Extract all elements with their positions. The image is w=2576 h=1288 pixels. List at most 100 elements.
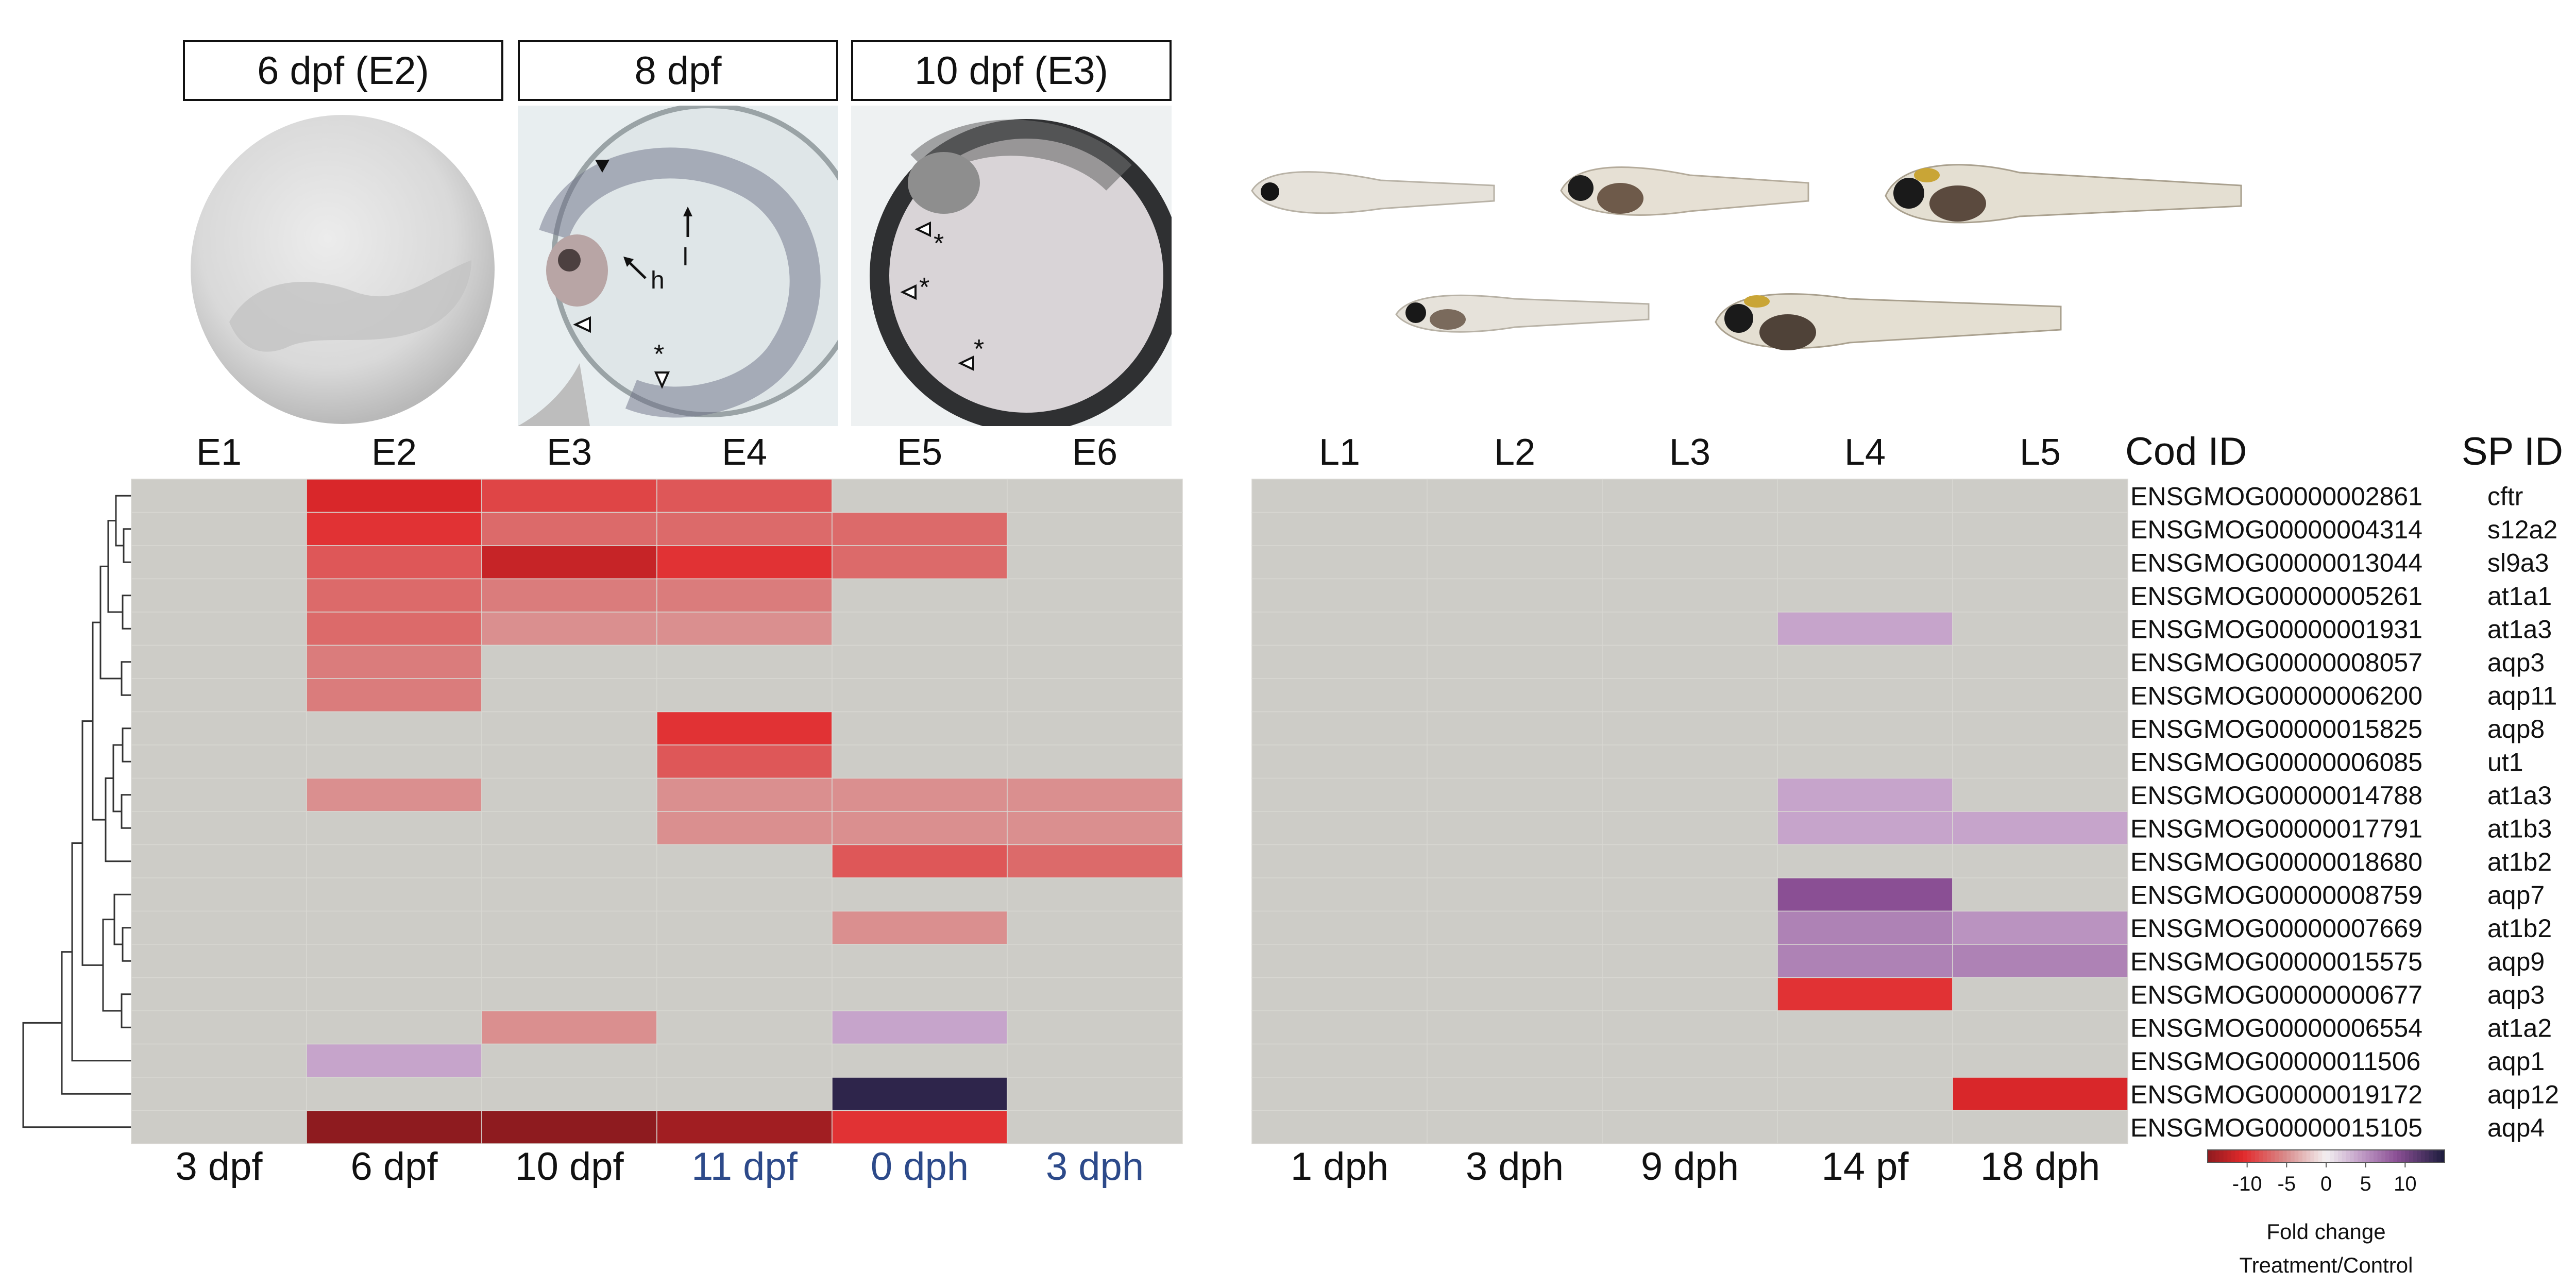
heatmap-larva-cell [1952, 777, 2128, 812]
legend-color-step [2405, 1150, 2410, 1162]
gene-symbol-label: at1a3 [2487, 615, 2552, 643]
heatmap-larva-cell [1777, 1110, 1953, 1144]
heatmap-embryo-cell [832, 545, 1008, 580]
heatmap-embryo-cell [481, 977, 657, 1011]
legend-color-step [2330, 1150, 2334, 1162]
heatmap-larva-cell [1602, 645, 1778, 679]
gene-id-label: ENSGMOG00000004314 [2130, 515, 2422, 544]
legend-color-step [2208, 1150, 2212, 1162]
row-header-cod-id: Cod ID [2125, 430, 2247, 473]
heatmap-embryo-cell [131, 578, 307, 613]
gene-id-label: ENSGMOG00000019172 [2130, 1080, 2422, 1109]
dendrogram-branch [121, 661, 131, 696]
legend-color-step [2369, 1150, 2374, 1162]
heatmap-embryo-cell [1007, 612, 1183, 646]
heatmap-embryo-cell [656, 645, 833, 679]
legend-tick-label: 5 [2360, 1173, 2371, 1195]
row-header-sp-id: SP ID [2462, 430, 2563, 473]
dendrogram [22, 495, 131, 1128]
heatmap-larva-cell [1602, 977, 1778, 1011]
dendrogram-branch [105, 777, 131, 862]
heatmap-embryo-cell [306, 612, 482, 646]
heatmap-embryo-cell [306, 944, 482, 978]
legend-color-step [2338, 1150, 2343, 1162]
legend-color-step [2417, 1150, 2421, 1162]
heatmap-embryo-cell [656, 777, 833, 812]
heatmap-embryo-cell [306, 1110, 482, 1144]
gene-id-label: ENSGMOG00000014788 [2130, 781, 2422, 810]
heatmap-larva-cell [1602, 678, 1778, 713]
heatmap-larva-cell [1251, 844, 1428, 878]
heatmap-larva-cell [1251, 944, 1428, 978]
heatmap-embryo-cell [832, 1043, 1008, 1078]
heatmap-embryo-cell [131, 777, 307, 812]
heatmap-embryo-cell [131, 645, 307, 679]
heatmap-larva-cell [1427, 844, 1603, 878]
heatmap-larva-cell [1251, 1010, 1428, 1045]
gene-symbol-label: at1a2 [2487, 1013, 2552, 1042]
heatmap-embryo-cell [481, 545, 657, 580]
heatmap-larva-cell [1251, 512, 1428, 546]
heatmap-embryo-cell [1007, 811, 1183, 845]
heatmap-larva: L1 L2 L3 L4 L5 1 dph 3 dph 9 dph 14 pf 18 dph [1251, 432, 2128, 1189]
heatmap-larva-cell [1602, 1010, 1778, 1045]
heatmap-larva-cell [1602, 1043, 1778, 1078]
dendrogram-branch [22, 1022, 131, 1128]
legend-color-step [2227, 1150, 2232, 1162]
heatmap-embryo-cell [481, 910, 657, 945]
heatmap-embryo-cell [306, 1077, 482, 1111]
heatmap-embryo-cell [832, 711, 1008, 745]
heatmap-embryo-cell [131, 977, 307, 1011]
heatmap-embryo-cell [1007, 512, 1183, 546]
heatmap-embryo-cell [1007, 977, 1183, 1011]
legend-color-step [2425, 1150, 2429, 1162]
heatmap-embryo-cell [306, 645, 482, 679]
gene-id-label: ENSGMOG00000000677 [2130, 980, 2422, 1009]
heatmap-larva-cell [1602, 545, 1778, 580]
heatmap-larva-cell [1952, 944, 2128, 978]
heatmap-embryo-cell [481, 1010, 657, 1045]
column-label: E5 [897, 432, 942, 473]
heatmap-embryo-cell [131, 1077, 307, 1111]
legend-color-step [2322, 1150, 2327, 1162]
legend-color-step [2279, 1150, 2283, 1162]
bottom-age-label: 18 dph [1980, 1145, 2100, 1189]
legend-color-step [2413, 1150, 2417, 1162]
heatmap-embryo-cell [832, 744, 1008, 779]
heatmap-larva-cell [1427, 1077, 1603, 1111]
legend-color-step [2235, 1150, 2240, 1162]
legend-color-step [2433, 1150, 2437, 1162]
heatmap-embryo-cell [481, 811, 657, 845]
gene-id-label: ENSGMOG00000013044 [2130, 548, 2422, 577]
legend-label-treatment-control: Treatment/Control [2240, 1253, 2413, 1277]
heatmap-larva-cell [1427, 977, 1603, 1011]
larva-1 [1251, 171, 1495, 214]
heatmap-embryo-cell [306, 479, 482, 513]
heatmap-larva-cell [1251, 578, 1428, 613]
dendrogram-branch [92, 621, 106, 821]
heatmap-larva-cell [1602, 744, 1778, 779]
heatmap-embryo-cell [1007, 578, 1183, 613]
gene-symbol-label: ut1 [2487, 748, 2523, 776]
heatmap-larva-cell [1427, 545, 1603, 580]
legend-color-step [2291, 1150, 2295, 1162]
heatmap-larva-cell [1952, 1043, 2128, 1078]
heatmap-larva-cell [1602, 711, 1778, 745]
heatmap-embryo-cell [656, 844, 833, 878]
heatmap-larva-cell [1602, 777, 1778, 812]
heatmap-embryo-cell [656, 1010, 833, 1045]
heatmap-embryo-cell [1007, 1010, 1183, 1045]
gene-symbol-label: s12a2 [2487, 515, 2557, 544]
heatmap-embryo-cell [832, 645, 1008, 679]
annotation-l: l [683, 244, 688, 271]
legend-color-step [2374, 1150, 2378, 1162]
dendrogram-branch [121, 794, 131, 829]
heatmap-embryo-cell [832, 1010, 1008, 1045]
heatmap-embryo-cell [1007, 777, 1183, 812]
heatmap-embryo-cell [656, 512, 833, 546]
heatmap-larva-cell [1952, 844, 2128, 878]
legend-color-step [2381, 1150, 2386, 1162]
stage-title-6dpf: 6 dpf (E2) [183, 40, 503, 101]
heatmap-embryo-cell [1007, 678, 1183, 713]
